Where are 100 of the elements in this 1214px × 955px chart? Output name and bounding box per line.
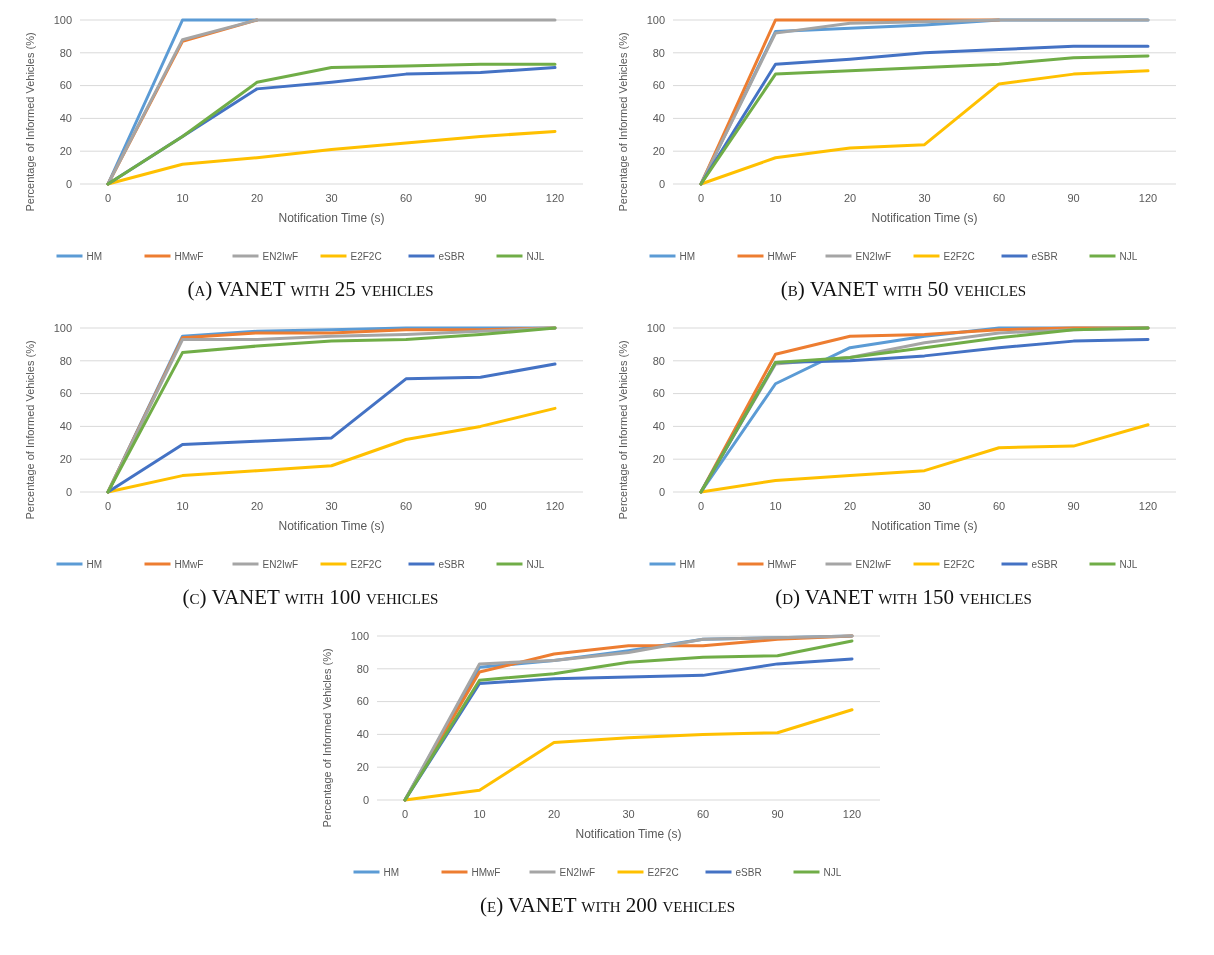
x-axis-title: Notification Time (s) <box>871 211 978 225</box>
y-tick-label: 60 <box>356 695 369 708</box>
y-tick-label: 60 <box>652 79 665 92</box>
x-tick-label: 20 <box>250 192 264 204</box>
x-tick-label: 60 <box>992 500 1006 512</box>
legend-label: HM <box>679 250 696 262</box>
x-axis-title: Notification Time (s) <box>278 211 385 225</box>
legend-label: E2F2C <box>350 558 382 570</box>
y-tick-label: 0 <box>362 793 369 806</box>
y-tick-label: 100 <box>646 13 665 26</box>
legend-label: eSBR <box>1031 250 1058 262</box>
y-tick-label: 40 <box>59 420 72 433</box>
y-tick-label: 40 <box>652 112 665 125</box>
x-tick-label: 60 <box>399 192 413 204</box>
text: (e) VANET with 200 vehicles <box>479 893 735 917</box>
legend-label: HMwF <box>471 866 500 878</box>
x-tick-label: 120 <box>545 192 565 204</box>
y-tick-label: 80 <box>59 46 72 59</box>
y-tick-label: 100 <box>53 321 72 334</box>
legend-label: EN2IwF <box>559 866 595 878</box>
x-tick-label: 0 <box>104 192 112 204</box>
y-tick-label: 40 <box>356 728 369 741</box>
y-tick-label: 60 <box>59 79 72 92</box>
x-tick-label: 120 <box>842 808 861 820</box>
y-tick-label: 100 <box>350 629 369 642</box>
y-tick-label: 100 <box>646 321 665 334</box>
x-tick-label: 30 <box>621 808 635 820</box>
x-tick-label: 10 <box>176 192 189 204</box>
y-tick-label: 80 <box>59 354 72 367</box>
legend-label: HMwF <box>767 558 797 570</box>
legend-label: HM <box>383 866 399 878</box>
x-tick-label: 20 <box>547 808 560 820</box>
legend-label: HMwF <box>174 558 204 570</box>
x-tick-label: 10 <box>176 500 189 512</box>
x-tick-label: 0 <box>697 192 705 204</box>
y-tick-label: 0 <box>658 485 665 498</box>
text: (d) VANET with 150 vehicles <box>775 585 1032 609</box>
x-axis-title: Notification Time (s) <box>871 519 978 533</box>
x-tick-label: 0 <box>697 500 705 512</box>
x-tick-label: 30 <box>325 500 338 512</box>
legend-label: E2F2C <box>943 558 975 570</box>
x-tick-label: 0 <box>104 500 112 512</box>
x-tick-label: 120 <box>545 500 565 512</box>
text: (b) VANET with 50 vehicles <box>780 277 1027 301</box>
legend-label: EN2IwF <box>855 250 892 262</box>
legend-label: HMwF <box>174 250 204 262</box>
legend-label: eSBR <box>1031 558 1058 570</box>
legend-label: HM <box>86 250 103 262</box>
legend-label: E2F2C <box>943 250 975 262</box>
y-tick-label: 20 <box>59 145 72 158</box>
y-tick-label: 20 <box>356 761 369 774</box>
x-tick-label: 90 <box>1067 192 1080 204</box>
y-axis-title: Percentage of Informed Vehicles (%) <box>617 340 629 520</box>
text: (c) VANET with 100 vehicles <box>182 585 439 609</box>
x-tick-label: 90 <box>474 192 487 204</box>
legend-label: NJL <box>1119 558 1138 570</box>
legend-label: HM <box>679 558 696 570</box>
x-tick-label: 90 <box>1067 500 1080 512</box>
legend-label: NJL <box>1119 250 1138 262</box>
x-tick-label: 0 <box>401 808 408 820</box>
y-tick-label: 40 <box>652 420 665 433</box>
x-tick-label: 120 <box>1138 500 1158 512</box>
legend-label: eSBR <box>438 558 465 570</box>
text: (a) VANET with 25 vehicles <box>187 277 434 301</box>
legend-label: NJL <box>526 250 545 262</box>
y-axis-title: Percentage of Informed Vehicles (%) <box>320 648 333 828</box>
x-axis-title: Notification Time (s) <box>278 519 385 533</box>
y-axis-title: Percentage of Informed Vehicles (%) <box>24 32 36 212</box>
y-tick-label: 80 <box>652 354 665 367</box>
legend-label: EN2IwF <box>855 558 892 570</box>
legend-label: HMwF <box>767 250 797 262</box>
x-axis-title: Notification Time (s) <box>574 827 682 841</box>
x-tick-label: 30 <box>325 192 338 204</box>
x-tick-label: 30 <box>918 192 931 204</box>
y-tick-label: 0 <box>658 177 665 190</box>
x-tick-label: 60 <box>992 192 1006 204</box>
y-tick-label: 0 <box>65 177 72 190</box>
x-tick-label: 20 <box>843 500 857 512</box>
legend-label: eSBR <box>438 250 465 262</box>
legend-label: NJL <box>526 558 545 570</box>
y-tick-label: 0 <box>65 485 72 498</box>
x-tick-label: 10 <box>769 192 782 204</box>
y-tick-label: 100 <box>53 13 72 26</box>
x-tick-label: 20 <box>843 192 857 204</box>
x-tick-label: 90 <box>474 500 487 512</box>
x-tick-label: 20 <box>250 500 264 512</box>
legend-label: EN2IwF <box>262 250 299 262</box>
x-tick-label: 30 <box>918 500 931 512</box>
legend-label: HM <box>86 558 103 570</box>
x-tick-label: 90 <box>770 808 784 820</box>
y-tick-label: 60 <box>652 387 665 400</box>
legend-label: NJL <box>823 866 842 878</box>
x-tick-label: 60 <box>399 500 413 512</box>
y-tick-label: 20 <box>59 453 72 466</box>
y-tick-label: 60 <box>59 387 72 400</box>
y-axis-title: Percentage of Informed Vehicles (%) <box>617 32 629 212</box>
y-tick-label: 80 <box>356 662 369 675</box>
legend-label: E2F2C <box>350 250 382 262</box>
x-tick-label: 10 <box>769 500 782 512</box>
legend-label: E2F2C <box>647 866 679 878</box>
